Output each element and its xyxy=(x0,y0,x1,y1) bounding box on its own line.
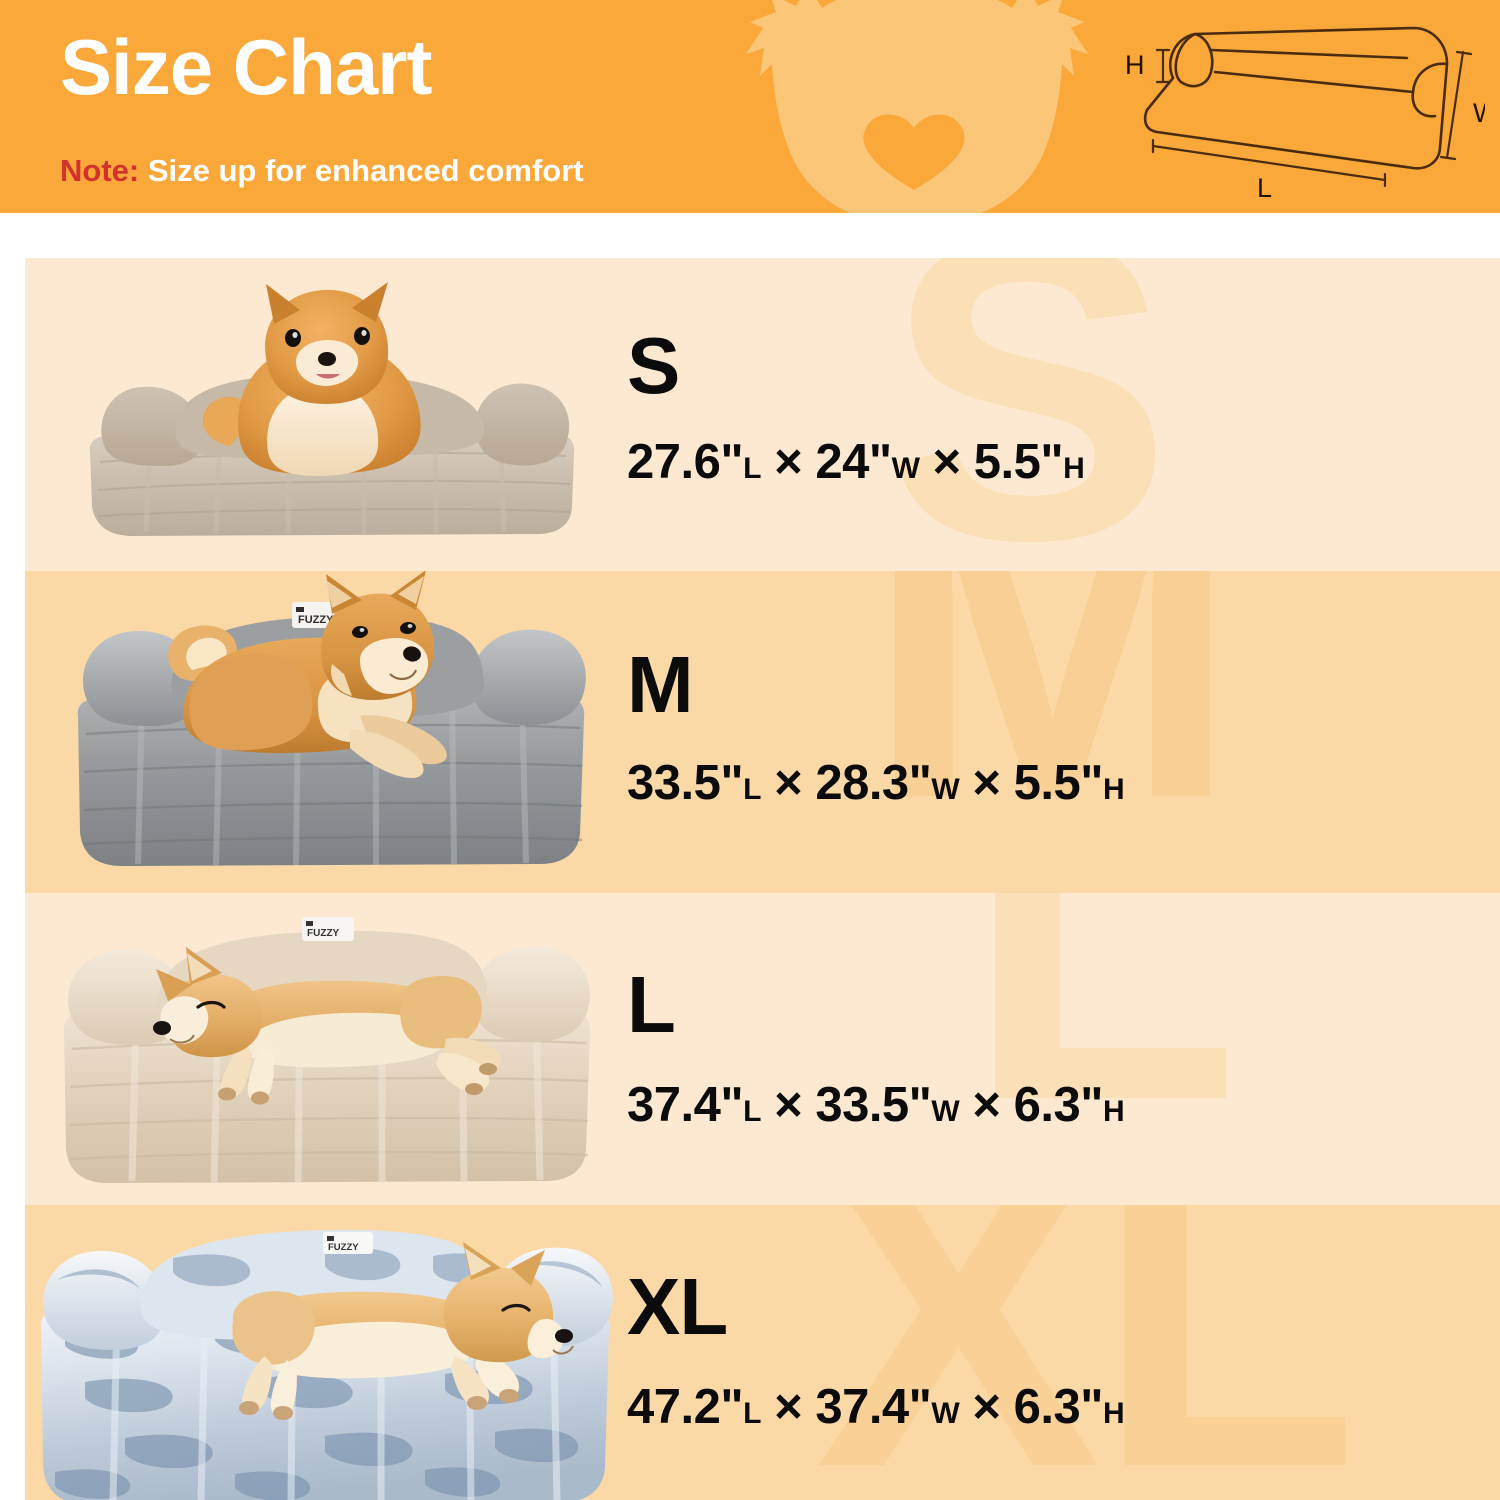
size-label: L xyxy=(627,960,676,1049)
diagram-label-w: W xyxy=(1473,98,1485,128)
dim-width-value: 28.3" xyxy=(815,756,932,810)
dim-width-unit: W xyxy=(931,1397,960,1430)
dim-height-unit: H xyxy=(1063,452,1085,485)
dim-separator: × xyxy=(972,1078,1001,1132)
dim-width-value: 37.4" xyxy=(815,1380,932,1434)
size-dimensions: 33.5"L × 28.3"W × 5.5"H xyxy=(627,756,1125,810)
brand-tag: FUZZY xyxy=(323,1232,373,1254)
dim-width-value: 33.5" xyxy=(815,1078,932,1132)
dim-height-unit: H xyxy=(1102,773,1125,806)
dim-length-value: 27.6" xyxy=(627,435,744,489)
pet-bed-diagram-icon: H W L xyxy=(1125,26,1485,203)
svg-text:FUZZY: FUZZY xyxy=(298,614,334,626)
dim-separator: × xyxy=(972,1380,1001,1434)
dim-height-unit: H xyxy=(1102,1397,1125,1430)
size-dimensions: 37.4"L × 33.5"W × 6.3"H xyxy=(627,1078,1125,1132)
dim-length-unit: L xyxy=(743,1397,761,1430)
svg-text:FUZZY: FUZZY xyxy=(328,1242,359,1253)
size-label: XL xyxy=(627,1262,728,1351)
size-label: M xyxy=(627,640,694,729)
table-row: L xyxy=(25,893,1500,1205)
dim-width-unit: W xyxy=(931,773,960,806)
dim-length-unit: L xyxy=(743,452,761,485)
size-rows-container: S xyxy=(0,213,1500,1500)
diagram-label-l: L xyxy=(1257,173,1272,203)
size-block: S 27.6"L × 24"W × 5.5"H xyxy=(627,321,1085,489)
size-label: S xyxy=(627,321,680,410)
svg-text:FUZZY: FUZZY xyxy=(307,928,340,939)
pomeranian-on-beige-bed-photo xyxy=(89,282,575,536)
diagram-label-h: H xyxy=(1125,50,1145,80)
dim-separator: × xyxy=(774,1078,803,1132)
dim-width-value: 24" xyxy=(815,435,892,489)
shiba-inu-on-grey-bed-photo: FUZZY xyxy=(77,571,586,866)
dim-separator: × xyxy=(774,435,803,489)
size-dimensions: 27.6"L × 24"W × 5.5"H xyxy=(627,435,1085,489)
shiba-inu-sleeping-on-cream-bed-photo: FUZZY xyxy=(63,917,591,1183)
header-banner: Size Chart Note: Size up for enhanced co… xyxy=(0,0,1500,213)
table-row: XL xyxy=(25,1205,1500,1500)
size-block: M 33.5"L × 28.3"W × 5.5"H xyxy=(627,640,1125,810)
dim-height-value: 5.5" xyxy=(973,435,1064,489)
dim-separator: × xyxy=(932,435,962,489)
dim-separator: × xyxy=(972,756,1001,810)
shiba-inu-sleeping-on-blue-tiedye-bed-photo: FUZZY xyxy=(40,1229,613,1500)
brand-tag: FUZZY xyxy=(302,917,354,941)
size-dimensions: 47.2"L × 37.4"W × 6.3"H xyxy=(627,1380,1125,1434)
size-block: L 37.4"L × 33.5"W × 6.3"H xyxy=(627,960,1125,1132)
header-note: Note: Size up for enhanced comfort xyxy=(60,155,584,186)
dim-width-unit: W xyxy=(931,1095,960,1128)
dim-separator: × xyxy=(774,756,803,810)
dim-length-unit: L xyxy=(743,1095,761,1128)
page-title: Size Chart xyxy=(60,23,432,111)
note-label: Note: xyxy=(60,153,140,188)
dim-length-unit: L xyxy=(743,773,761,806)
dim-length-value: 37.4" xyxy=(627,1078,744,1132)
size-block: XL 47.2"L × 37.4"W × 6.3"H xyxy=(627,1262,1125,1434)
table-row: S xyxy=(25,258,1500,571)
dim-height-value: 5.5" xyxy=(1013,756,1104,810)
dim-width-unit: W xyxy=(891,452,920,485)
dim-length-value: 47.2" xyxy=(627,1380,744,1434)
furry-dog-heart-silhouette-icon xyxy=(746,0,1088,213)
dim-length-value: 33.5" xyxy=(627,756,744,810)
dim-separator: × xyxy=(774,1380,803,1434)
dim-height-value: 6.3" xyxy=(1013,1078,1104,1132)
dim-height-value: 6.3" xyxy=(1013,1380,1104,1434)
table-row: M xyxy=(25,571,1500,893)
dim-height-unit: H xyxy=(1102,1095,1125,1128)
note-text: Size up for enhanced comfort xyxy=(147,153,584,188)
